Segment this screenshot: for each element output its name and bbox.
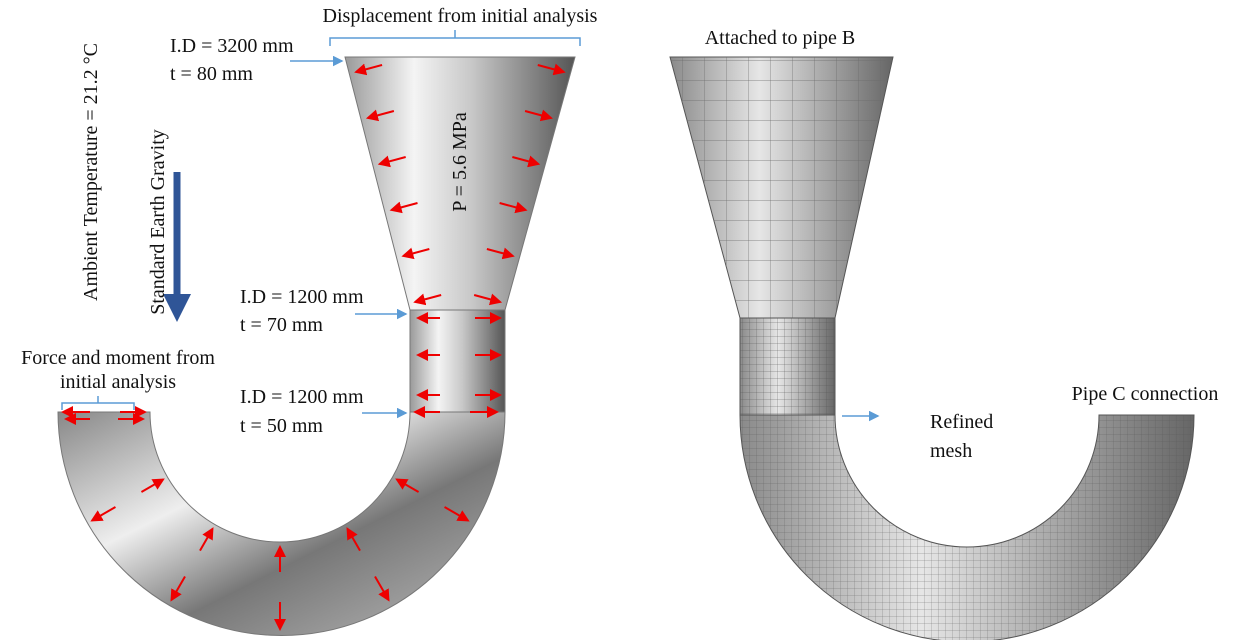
label: Attached to pipe B	[705, 27, 856, 49]
label: P = 5.6 MPa	[449, 112, 471, 212]
label: t = 70 mm	[240, 314, 323, 336]
figure: Displacement from initial analysis I.D =…	[0, 0, 1255, 640]
label: Displacement from initial analysis	[323, 5, 598, 27]
label: Standard Earth Gravity	[147, 129, 169, 315]
label: initial analysis	[60, 371, 176, 393]
label: I.D = 1200 mm	[240, 386, 364, 408]
label: t = 50 mm	[240, 415, 323, 437]
mesh-model	[670, 57, 1194, 640]
label: t = 80 mm	[170, 63, 253, 85]
label: mesh	[930, 440, 972, 462]
label: Refined	[930, 411, 993, 433]
label: Force and moment from	[21, 347, 215, 369]
label: I.D = 3200 mm	[170, 35, 294, 57]
label: Ambient Temperature = 21.2 °C	[80, 43, 102, 301]
label: Pipe C connection	[1072, 383, 1219, 405]
label: I.D = 1200 mm	[240, 286, 364, 308]
